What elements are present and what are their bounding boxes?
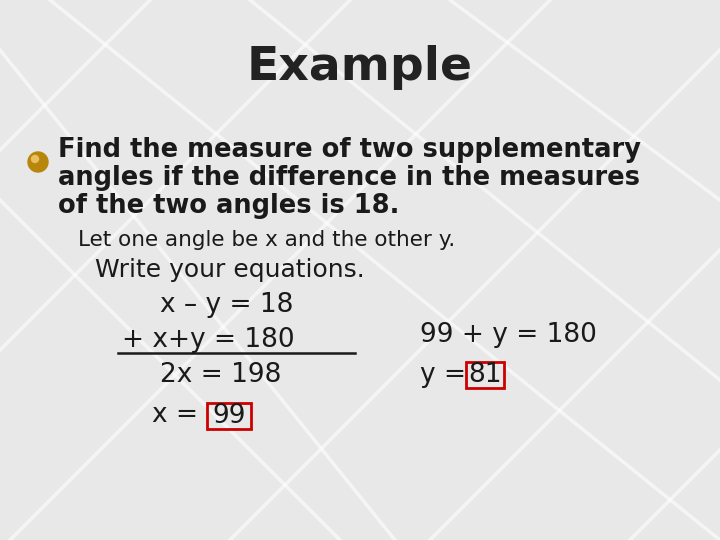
Text: Let one angle be x and the other y.: Let one angle be x and the other y. bbox=[78, 230, 455, 250]
Bar bbox=[466, 362, 504, 388]
Text: Find the measure of two supplementary: Find the measure of two supplementary bbox=[58, 137, 641, 163]
Text: + x+y = 180: + x+y = 180 bbox=[122, 327, 294, 353]
Text: 2x = 198: 2x = 198 bbox=[160, 362, 282, 388]
Text: Example: Example bbox=[247, 45, 473, 91]
Text: angles if the difference in the measures: angles if the difference in the measures bbox=[58, 165, 640, 191]
Text: 99 + y = 180: 99 + y = 180 bbox=[420, 322, 597, 348]
Circle shape bbox=[28, 152, 48, 172]
Text: x – y = 18: x – y = 18 bbox=[160, 292, 293, 318]
Text: of the two angles is 18.: of the two angles is 18. bbox=[58, 193, 400, 219]
Text: y =: y = bbox=[420, 362, 466, 388]
Text: Write your equations.: Write your equations. bbox=[95, 258, 365, 282]
Text: 99: 99 bbox=[212, 403, 246, 429]
Circle shape bbox=[32, 156, 38, 163]
Bar bbox=[207, 403, 251, 429]
Text: x =: x = bbox=[152, 402, 198, 428]
Text: 81: 81 bbox=[468, 362, 502, 388]
